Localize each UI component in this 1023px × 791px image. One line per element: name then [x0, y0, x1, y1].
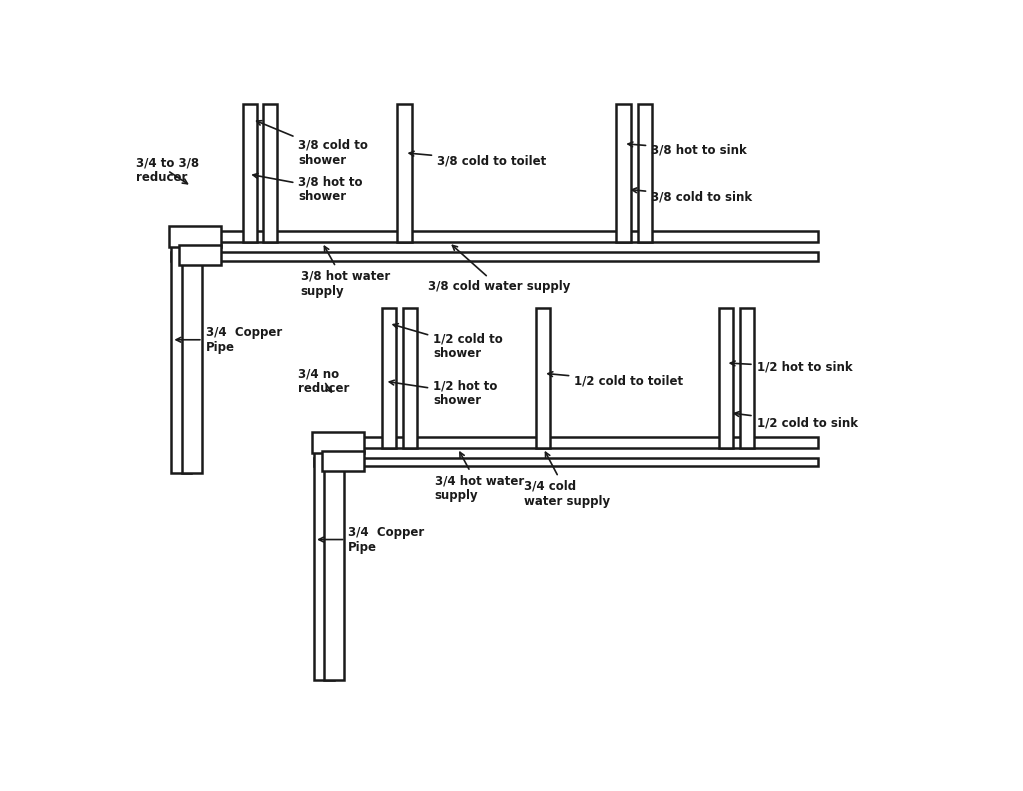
Text: 3/4 no
reducer: 3/4 no reducer — [299, 367, 350, 396]
Bar — [182, 260, 202, 472]
Bar — [398, 104, 411, 242]
Bar — [637, 104, 652, 242]
Text: 3/4 to 3/8
reducer: 3/4 to 3/8 reducer — [136, 157, 198, 184]
Text: 3/8 hot to
shower: 3/8 hot to shower — [253, 173, 363, 203]
Bar — [324, 467, 345, 679]
Bar — [616, 104, 630, 242]
Bar — [314, 458, 817, 467]
Text: 3/4  Copper
Pipe: 3/4 Copper Pipe — [319, 525, 425, 554]
Bar — [314, 448, 333, 679]
Text: 1/2 hot to
shower: 1/2 hot to shower — [390, 380, 497, 407]
Bar — [403, 308, 417, 448]
Text: 3/8 cold to
shower: 3/8 cold to shower — [257, 121, 368, 167]
Bar — [172, 231, 817, 242]
Text: 1/2 cold to toilet: 1/2 cold to toilet — [548, 372, 683, 388]
Text: 3/4 cold
water supply: 3/4 cold water supply — [525, 452, 611, 508]
Text: 3/4 hot water
supply: 3/4 hot water supply — [435, 452, 524, 502]
Text: 3/8 hot to sink: 3/8 hot to sink — [628, 142, 747, 157]
Text: 3/8 cold to sink: 3/8 cold to sink — [632, 188, 752, 203]
Text: 1/2 cold to
shower: 1/2 cold to shower — [393, 324, 503, 361]
Text: 3/8 hot water
supply: 3/8 hot water supply — [301, 246, 390, 297]
Bar — [322, 451, 364, 471]
Bar — [740, 308, 754, 448]
Bar — [382, 308, 396, 448]
Bar — [169, 226, 221, 247]
Text: 3/4  Copper
Pipe: 3/4 Copper Pipe — [176, 326, 281, 354]
Bar — [172, 242, 191, 472]
Bar — [172, 252, 817, 260]
Bar — [179, 244, 221, 266]
Text: 3/8 cold to toilet: 3/8 cold to toilet — [409, 151, 546, 167]
Text: 1/2 hot to sink: 1/2 hot to sink — [730, 361, 852, 373]
Bar — [263, 104, 277, 242]
Text: 3/8 cold water supply: 3/8 cold water supply — [428, 245, 570, 293]
Bar — [314, 437, 817, 448]
Bar — [312, 433, 364, 453]
Text: 1/2 cold to sink: 1/2 cold to sink — [735, 411, 857, 429]
Bar — [536, 308, 550, 448]
Bar — [718, 308, 732, 448]
Bar — [242, 104, 257, 242]
